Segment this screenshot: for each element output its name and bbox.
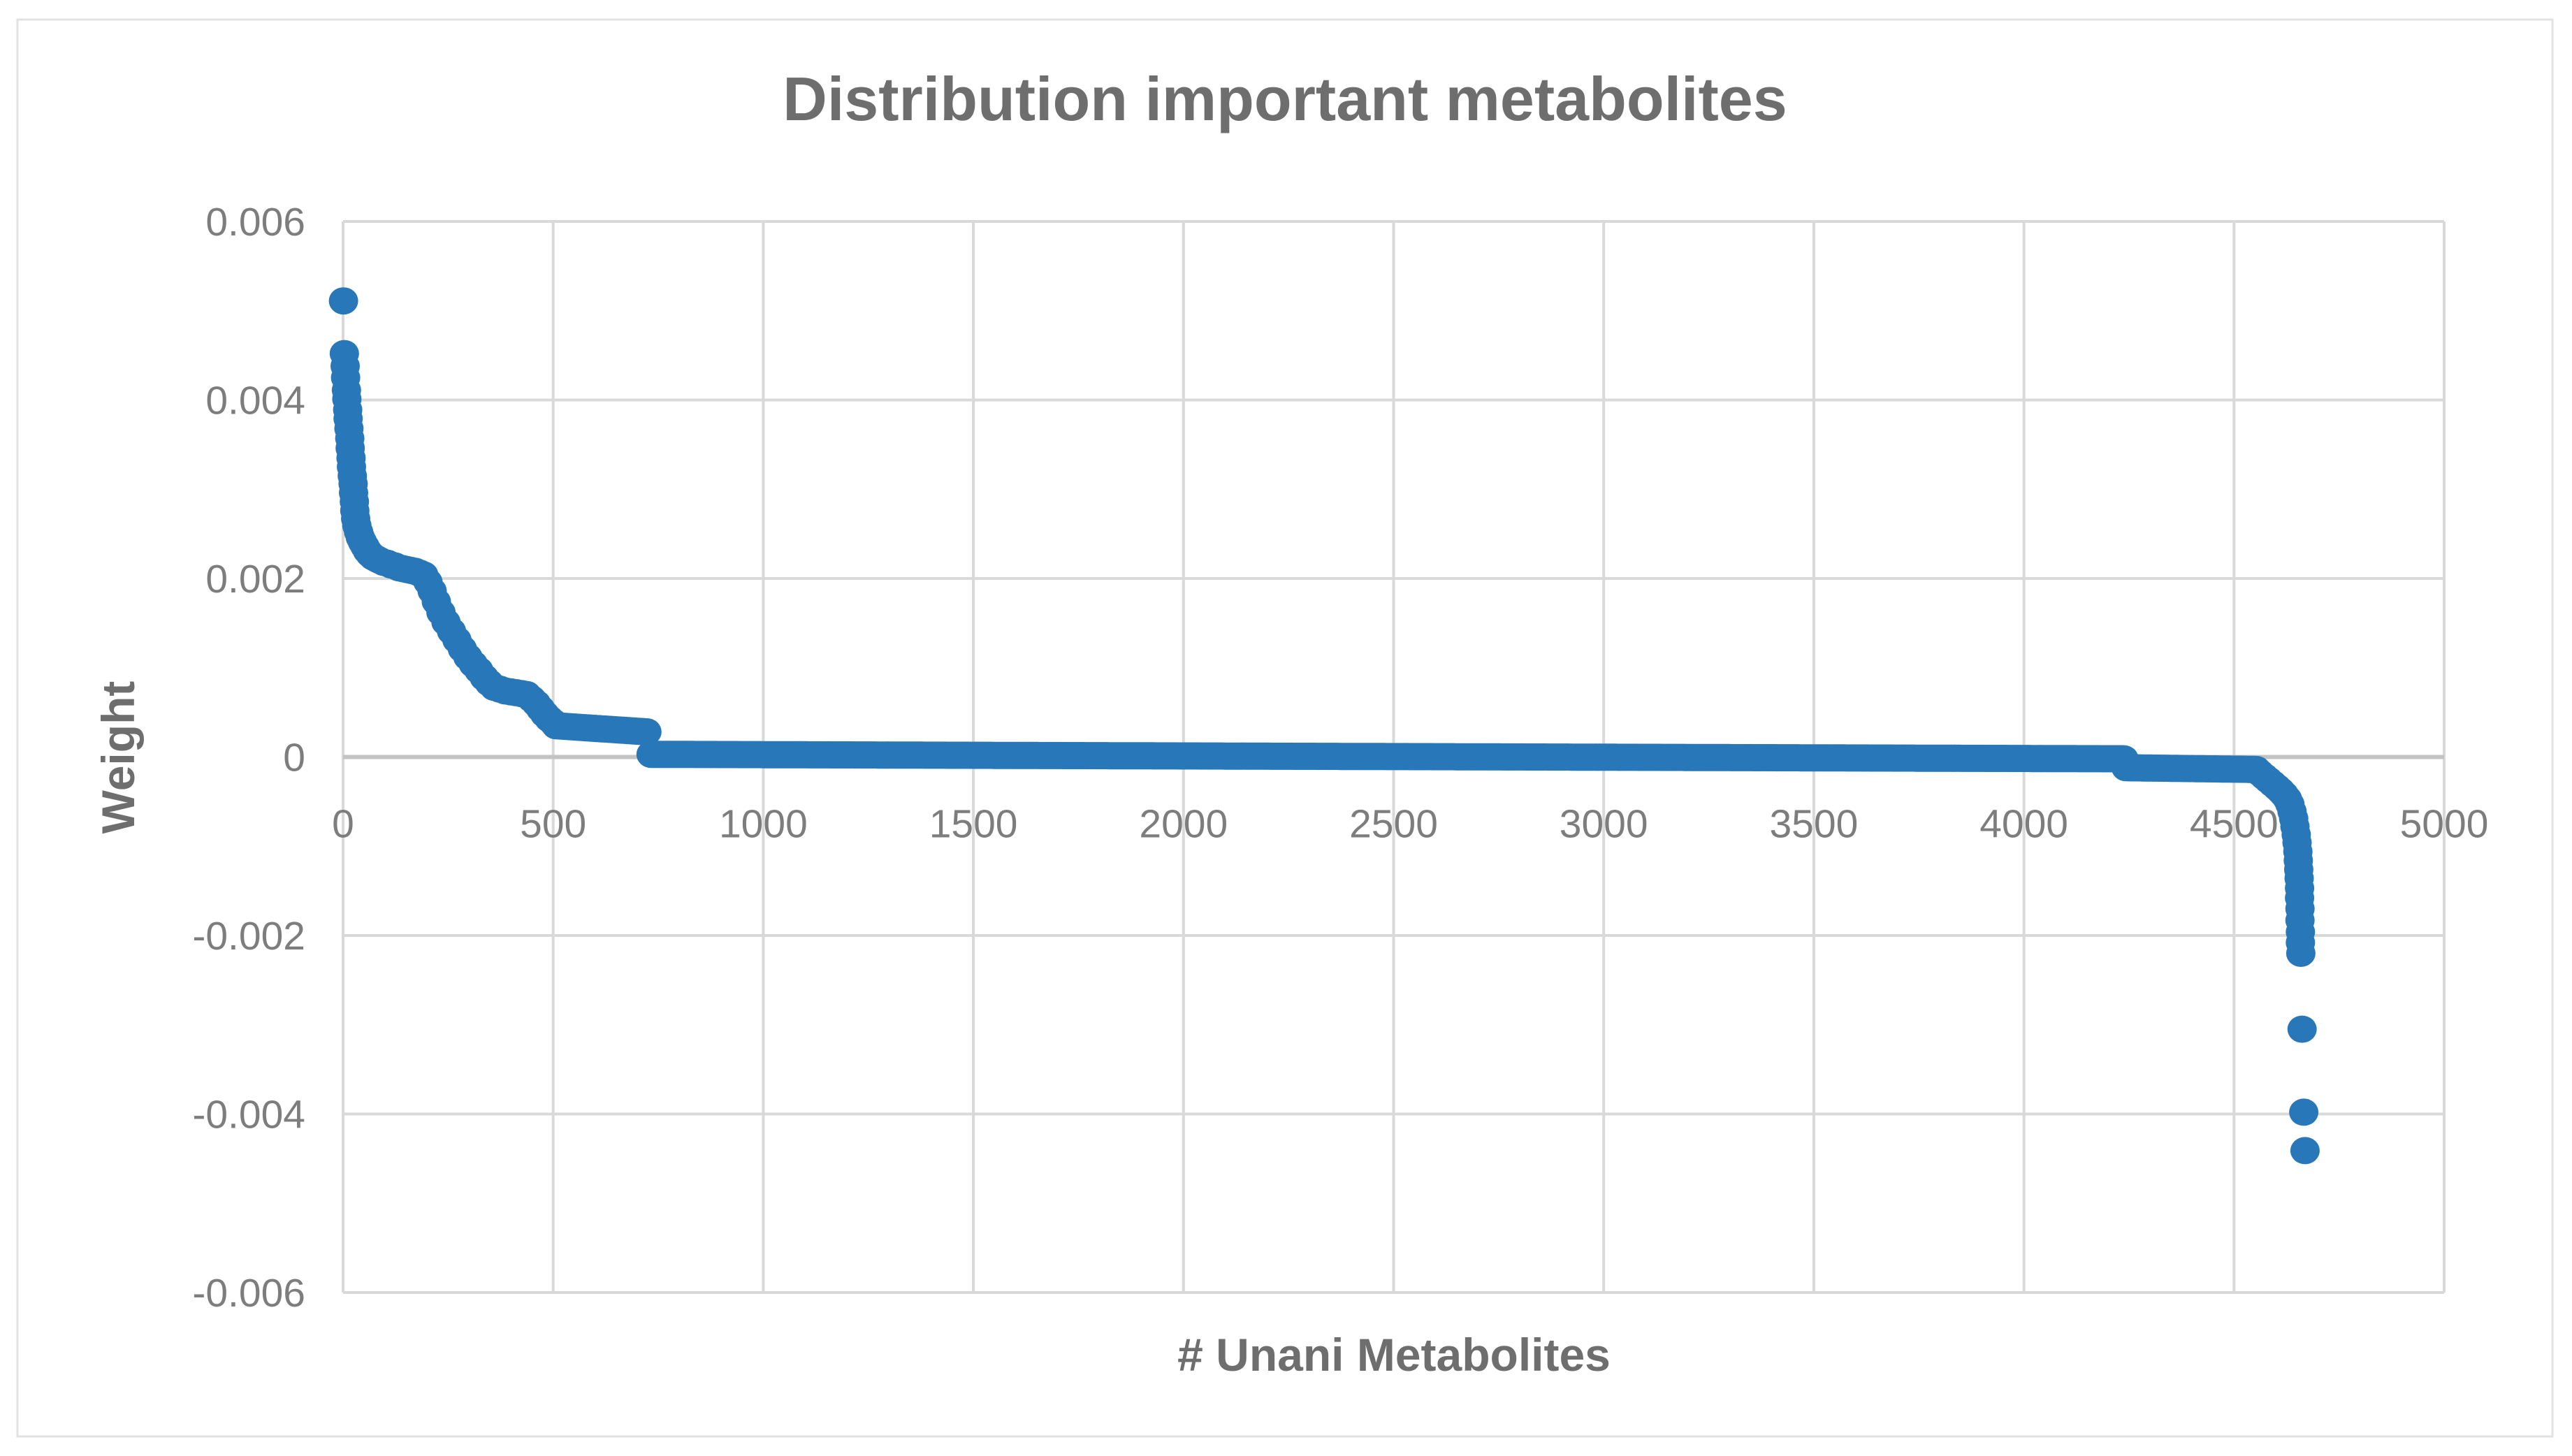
data-point	[632, 718, 662, 745]
y-tick-label-0: 0.006	[205, 200, 305, 245]
y-tick-label-6: -0.006	[192, 1271, 305, 1316]
x-axis-title: # Unani Metabolites	[1177, 1329, 1611, 1381]
y-axis-tick-labels: 0.006 0.004 0.002 0 -0.002 -0.004 -0.006	[192, 200, 305, 1316]
y-tick-label-5: -0.004	[192, 1093, 305, 1137]
data-point	[2289, 1098, 2319, 1126]
series-weight-points	[328, 287, 2320, 1165]
y-tick-label-4: -0.002	[192, 914, 305, 959]
data-point	[2242, 755, 2272, 783]
y-tick-label-2: 0.002	[205, 557, 305, 602]
data-point	[2287, 1015, 2317, 1043]
x-tick-label-7: 3500	[1769, 802, 1858, 847]
x-tick-label-5: 2500	[1349, 802, 1438, 847]
data-point	[2290, 1137, 2320, 1165]
chart-border	[16, 18, 2554, 1438]
y-tick-label-1: 0.004	[205, 379, 305, 423]
y-axis-title: Weight	[92, 681, 144, 834]
x-tick-label-1: 500	[520, 802, 586, 847]
x-tick-label-4: 2000	[1139, 802, 1228, 847]
x-tick-label-0: 0	[332, 802, 354, 847]
x-tick-label-10: 5000	[2400, 802, 2489, 847]
x-axis-tick-labels: 0 500 1000 1500 2000 2500 3000 3500 4000 4500 5000	[332, 802, 2488, 847]
y-tick-label-3: 0	[283, 736, 305, 780]
x-tick-label-8: 4000	[1979, 802, 2068, 847]
data-point	[2286, 940, 2316, 967]
chart-title: Distribution important metabolites	[783, 64, 1787, 133]
data-point	[328, 287, 358, 315]
x-tick-label-9: 4500	[2190, 802, 2279, 847]
x-tick-label-2: 1000	[719, 802, 808, 847]
x-tick-label-6: 3000	[1560, 802, 1648, 847]
x-tick-label-3: 1500	[929, 802, 1018, 847]
